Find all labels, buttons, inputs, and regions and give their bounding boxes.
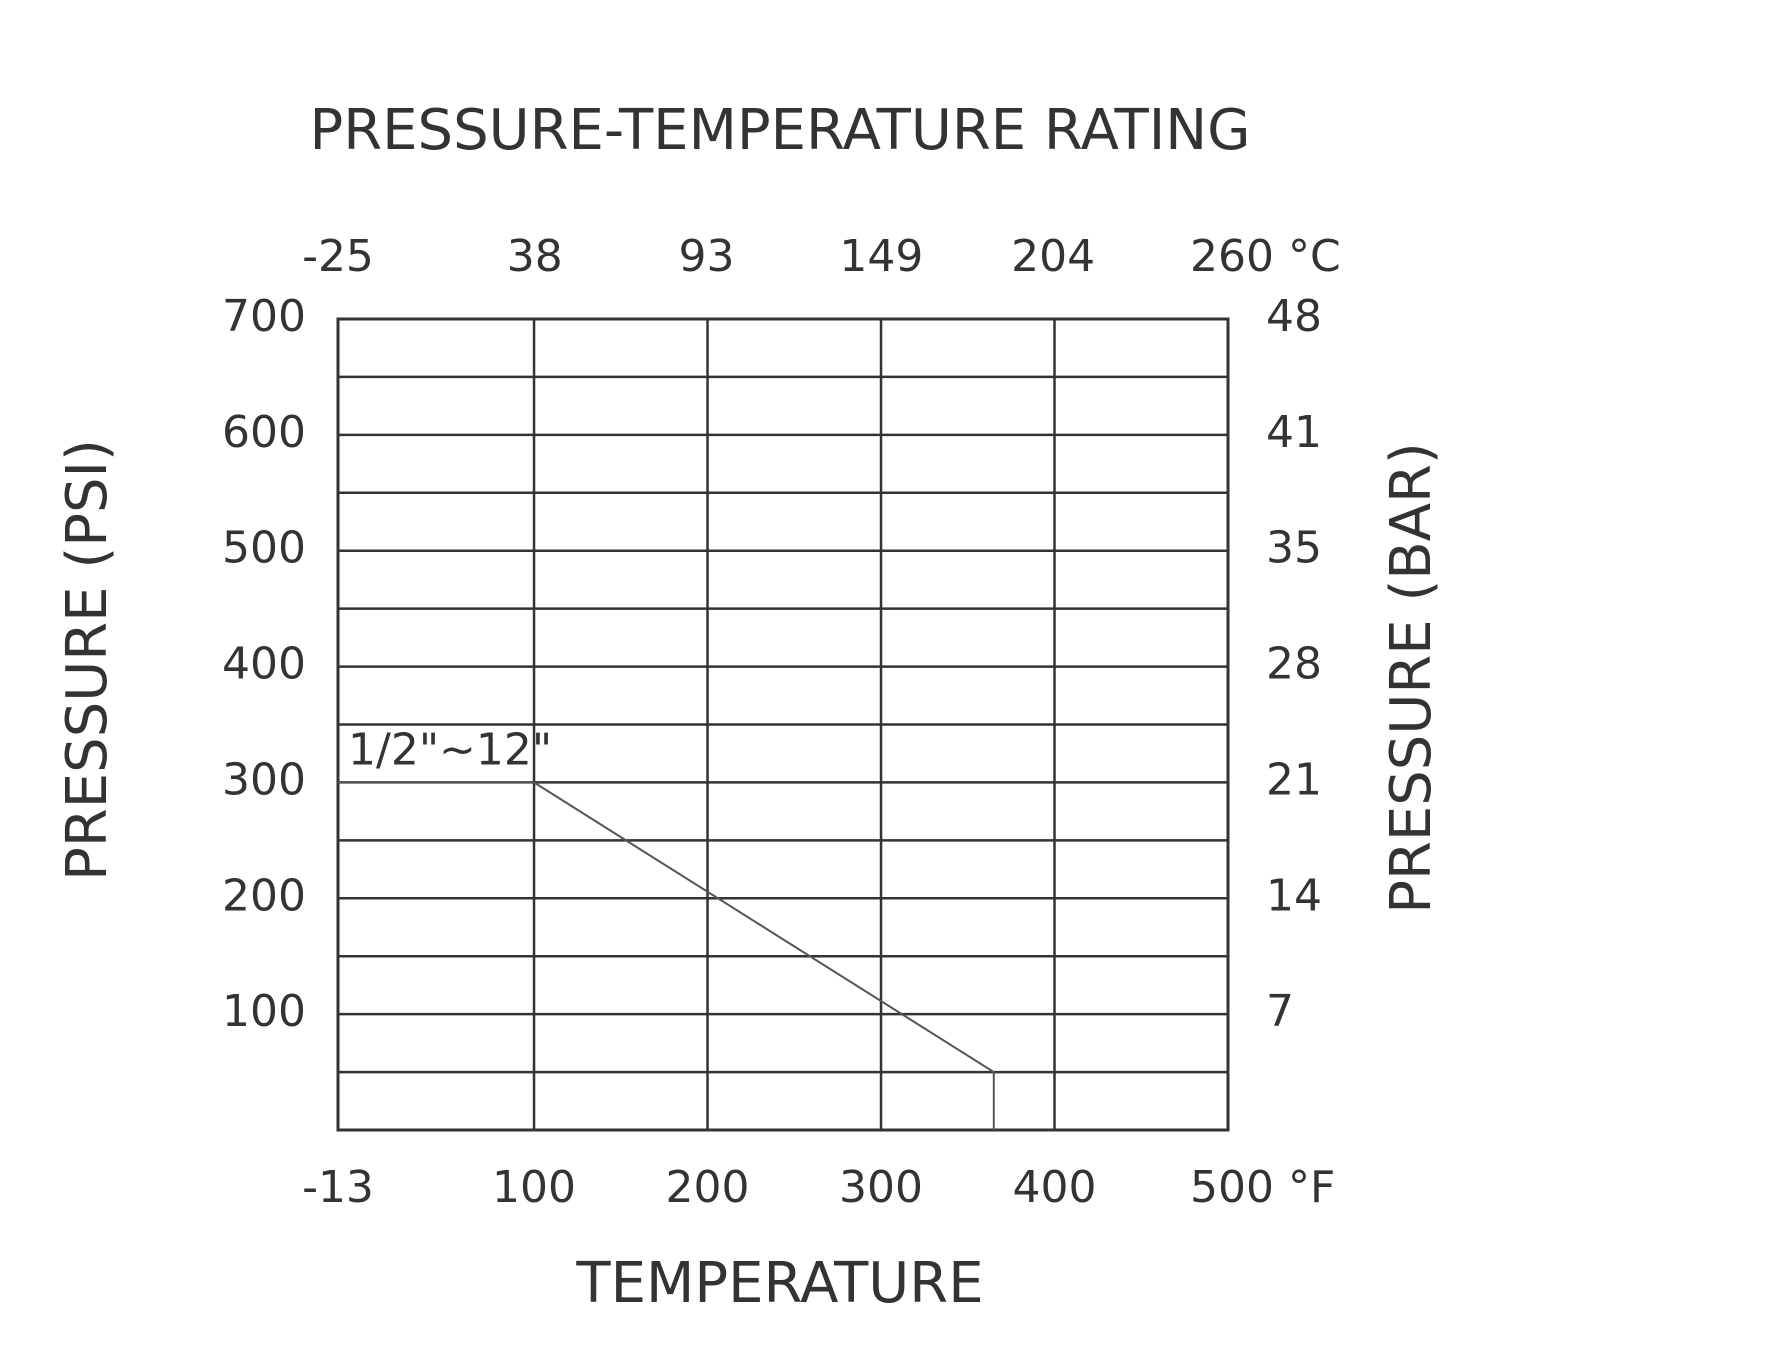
y2-tick-label: 35 xyxy=(1266,523,1322,574)
y-tick-label: 500 xyxy=(222,523,306,574)
y-tick-label: 300 xyxy=(222,754,306,805)
x2-tick-label: 38 xyxy=(507,231,563,282)
series-line xyxy=(338,781,995,1130)
chart-title: PRESSURE-TEMPERATURE RATING xyxy=(309,98,1250,163)
x-tick-label: -13 xyxy=(302,1162,374,1213)
x-tick-label: 500 °F xyxy=(1190,1162,1335,1213)
y2-tick-label: 41 xyxy=(1266,407,1322,458)
plot-frame xyxy=(336,317,1230,1132)
x-tick-label: 300 xyxy=(839,1162,923,1213)
y-tick-label: 700 xyxy=(222,291,306,342)
x-tick-label: 200 xyxy=(666,1162,750,1213)
y2-axis-label: PRESSURE (BAR) xyxy=(1379,442,1444,914)
y-tick-label: 100 xyxy=(222,986,306,1037)
x2-tick-label: -25 xyxy=(302,231,374,282)
y-tick-label: 200 xyxy=(222,870,306,921)
y-axis-label: PRESSURE (PSI) xyxy=(55,439,120,881)
y2-tick-label: 21 xyxy=(1266,754,1322,805)
series-label: 1/2"~12" xyxy=(348,724,552,775)
x-tick-label: 100 xyxy=(492,1162,576,1213)
x-tick-label: 400 xyxy=(1013,1162,1097,1213)
y2-tick-label: 48 xyxy=(1266,291,1322,342)
y2-tick-label: 14 xyxy=(1266,870,1322,921)
x2-tick-label: 260 °C xyxy=(1190,231,1341,282)
y-tick-label: 400 xyxy=(222,639,306,690)
x2-tick-label: 93 xyxy=(678,231,734,282)
y-tick-label: 600 xyxy=(222,407,306,458)
y2-tick-label: 28 xyxy=(1266,639,1322,690)
y2-tick-label: 7 xyxy=(1266,986,1294,1037)
x2-tick-label: 204 xyxy=(1011,231,1095,282)
x-axis-label: TEMPERATURE xyxy=(575,1251,983,1316)
x2-tick-label: 149 xyxy=(839,231,923,282)
